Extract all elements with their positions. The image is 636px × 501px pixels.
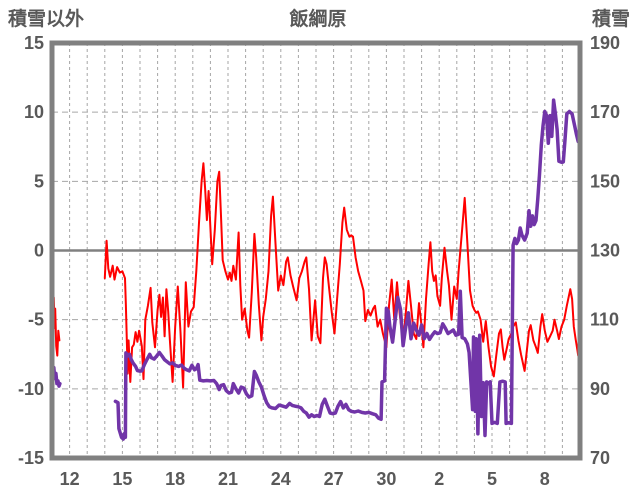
series-left: [103, 162, 580, 389]
x-tick-label: 30: [376, 469, 396, 489]
left-tick-label: 0: [34, 241, 44, 261]
right-tick-label: 150: [590, 171, 620, 191]
plot-frame: [49, 40, 583, 461]
right-axis-title: 積雪: [591, 9, 630, 30]
x-tick-label: 18: [165, 469, 185, 489]
x-tick-label: 2: [434, 469, 444, 489]
right-tick-label: 90: [590, 379, 610, 399]
left-tick-label: 5: [34, 171, 44, 191]
x-tick-label: 5: [487, 469, 497, 489]
x-tick-label: 15: [112, 469, 132, 489]
series-right: [113, 98, 580, 441]
x-tick-label: 21: [218, 469, 238, 489]
x-tick-label: 27: [324, 469, 344, 489]
right-tick-label: 110: [590, 310, 619, 330]
right-tick-label: 190: [590, 33, 620, 53]
x-tick-label: 24: [271, 469, 291, 489]
left-tick-label: -15: [18, 448, 44, 468]
left-tick-label: -5: [28, 310, 44, 330]
x-tick-label: 12: [60, 469, 80, 489]
left-tick-label: 15: [24, 33, 44, 53]
left-axis-title: 積雪以外: [8, 9, 85, 30]
left-tick-label: -10: [18, 379, 44, 399]
right-tick-label: 170: [590, 102, 620, 122]
left-tick-label: 10: [24, 102, 44, 122]
right-tick-label: 70: [590, 448, 610, 468]
x-tick-label: 8: [540, 469, 550, 489]
right-tick-label: 130: [590, 241, 620, 261]
chart-title: 飯綱原: [289, 9, 347, 30]
